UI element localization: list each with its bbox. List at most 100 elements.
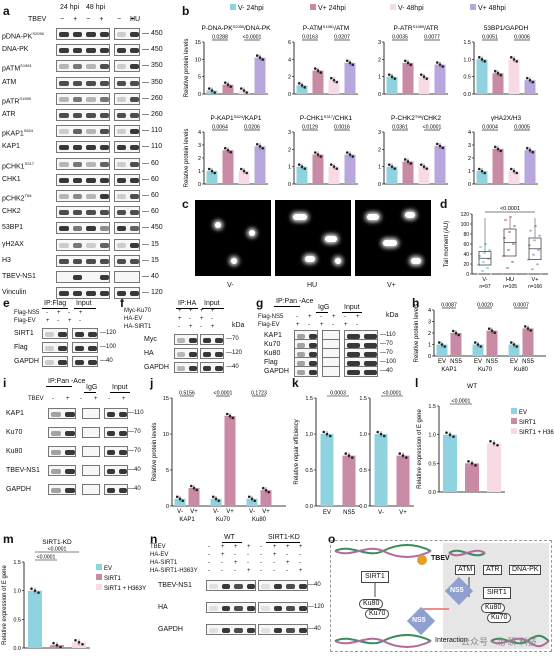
data-point bbox=[509, 341, 513, 344]
blot-label-GAPDH: GAPDH bbox=[158, 626, 183, 633]
ns5-label-upper: NS5 bbox=[450, 587, 464, 594]
blot-hu-9-lane-1 bbox=[117, 177, 126, 183]
blot-Ku70-2-lane-1 bbox=[347, 343, 360, 348]
blot-hu-9 bbox=[114, 173, 140, 186]
blot-main-2 bbox=[56, 60, 110, 73]
sign: - bbox=[247, 552, 249, 558]
data-point bbox=[30, 587, 33, 590]
blot-Ku80-0-lane-2 bbox=[65, 450, 75, 455]
input-header-underline bbox=[74, 308, 96, 309]
chart-title: WT bbox=[467, 383, 477, 390]
y-tick-label: 0 bbox=[288, 92, 291, 98]
data-point bbox=[226, 148, 230, 152]
sign: - bbox=[208, 560, 210, 566]
data-point bbox=[422, 165, 426, 168]
sirt1-box-right: SIRT1 bbox=[483, 587, 511, 599]
input-header: Input bbox=[344, 304, 360, 311]
data-point bbox=[213, 171, 217, 175]
data-point bbox=[267, 490, 271, 494]
row-label-2: HA-SIRT1 bbox=[124, 324, 152, 330]
data-point bbox=[512, 169, 516, 173]
data-point bbox=[250, 497, 254, 501]
kda-KAP1: —110 bbox=[128, 410, 144, 416]
comet-label-vpos: V+ bbox=[387, 282, 396, 289]
blot-main-7-lane-1 bbox=[59, 145, 69, 151]
y-tick-label: 1.5 bbox=[13, 560, 21, 566]
blot-label-14: H3 bbox=[2, 256, 11, 264]
legend-label: EV bbox=[104, 566, 112, 572]
data-point bbox=[207, 87, 211, 90]
legend-swatch bbox=[96, 574, 102, 580]
sign: + bbox=[211, 308, 215, 314]
comet-image-vneg bbox=[195, 200, 271, 276]
blot-Ku70-0 bbox=[48, 427, 76, 438]
blot-label-9: CHK1 bbox=[2, 175, 21, 183]
sign: + bbox=[94, 396, 98, 402]
input-header: Input bbox=[204, 300, 220, 307]
data-point bbox=[253, 499, 257, 503]
blot-KAP1-0-lane-2 bbox=[65, 412, 75, 417]
blot-label-4: pATRS1989 bbox=[2, 95, 31, 106]
data-point bbox=[473, 341, 477, 344]
blot-HA-1 bbox=[258, 602, 308, 613]
sign: - bbox=[273, 560, 275, 566]
blot-HA-1-lane-1 bbox=[203, 352, 211, 357]
blot-hu-9-lane-2 bbox=[130, 177, 139, 183]
blot-main-7-lane-2 bbox=[72, 145, 82, 151]
data-point bbox=[245, 171, 249, 175]
data-point bbox=[528, 148, 532, 152]
blot-GAPDH-0-lane-2 bbox=[189, 366, 197, 371]
data-point bbox=[379, 432, 383, 436]
chart-title: SIRT1-KD bbox=[42, 539, 72, 546]
panel-j-chart: 0 5 10 15 0.5156 <0.0001 0.1723 Relative protei… bbox=[152, 391, 286, 523]
data-point bbox=[438, 63, 442, 66]
sign: + bbox=[247, 568, 251, 574]
sign: + bbox=[57, 310, 61, 316]
bar-ev bbox=[508, 344, 520, 356]
panel-j-bars: 0 5 10 15 0.5156 <0.0001 0.1723 Relative protei… bbox=[152, 391, 286, 523]
kda-7: — 110 bbox=[142, 143, 163, 151]
data-point bbox=[345, 151, 349, 154]
panel-letter-b: b bbox=[182, 4, 190, 18]
blot-Ku80-0-lane-1 bbox=[297, 352, 305, 357]
p-value: <0.0001 bbox=[423, 125, 442, 131]
blot-Ku80-1 bbox=[82, 446, 100, 457]
blot-TBEV-NS1-1 bbox=[258, 580, 308, 591]
bar-vneg24 bbox=[296, 85, 308, 94]
input-header-underline bbox=[342, 312, 362, 313]
blot-Myc-0-lane-1 bbox=[177, 338, 185, 343]
blot-Ku80-0-lane-2 bbox=[309, 352, 317, 357]
data-point bbox=[387, 73, 391, 76]
blot-hu-7-lane-1 bbox=[117, 145, 126, 151]
legend-label: SIRT1 + H363Y bbox=[519, 430, 554, 436]
blot-label-5: ATR bbox=[2, 111, 16, 118]
blot-Myc-1 bbox=[200, 334, 224, 345]
sign: + bbox=[189, 308, 193, 314]
bar-vneg24 bbox=[296, 166, 308, 184]
panel-k-chart: 0.0 0.5 1.0 1.5 0.0003 Relative repair effici… bbox=[294, 391, 414, 516]
blot-main-11-lane-4 bbox=[99, 210, 109, 216]
y-tick-label: 40 bbox=[463, 252, 469, 258]
data-point bbox=[350, 456, 354, 459]
blot-main-8-lane-1 bbox=[59, 161, 69, 167]
blot-main-14-lane-1 bbox=[59, 258, 69, 264]
tail-point bbox=[532, 253, 534, 256]
panel-letter-i: i bbox=[3, 376, 7, 390]
x-label: NS5 bbox=[450, 359, 462, 365]
blot-GAPDH-0-lane-2 bbox=[58, 360, 67, 365]
blot-Flag-0-lane-1 bbox=[45, 346, 54, 351]
data-point bbox=[255, 143, 259, 146]
sign: - bbox=[320, 314, 322, 320]
blot-main-10-lane-2 bbox=[72, 194, 82, 199]
hpi-24-label: 24 hpi bbox=[60, 4, 80, 11]
blot-main-15-lane-2 bbox=[72, 275, 82, 280]
blot-GAPDH-2-lane-2 bbox=[119, 488, 127, 493]
legend-vneg48: V- 48hpi bbox=[390, 4, 424, 13]
y-tick-label: 15 bbox=[195, 40, 201, 46]
kda-Ku70: —70 bbox=[128, 429, 141, 435]
legend-label: SIRT1 + H363Y bbox=[104, 586, 146, 592]
chart-title: P-CHK2T68/CHK2 bbox=[391, 114, 441, 122]
sign: + bbox=[200, 308, 204, 314]
blot-main-14 bbox=[56, 254, 110, 267]
blot-GAPDH-2-lane-1 bbox=[107, 488, 115, 493]
